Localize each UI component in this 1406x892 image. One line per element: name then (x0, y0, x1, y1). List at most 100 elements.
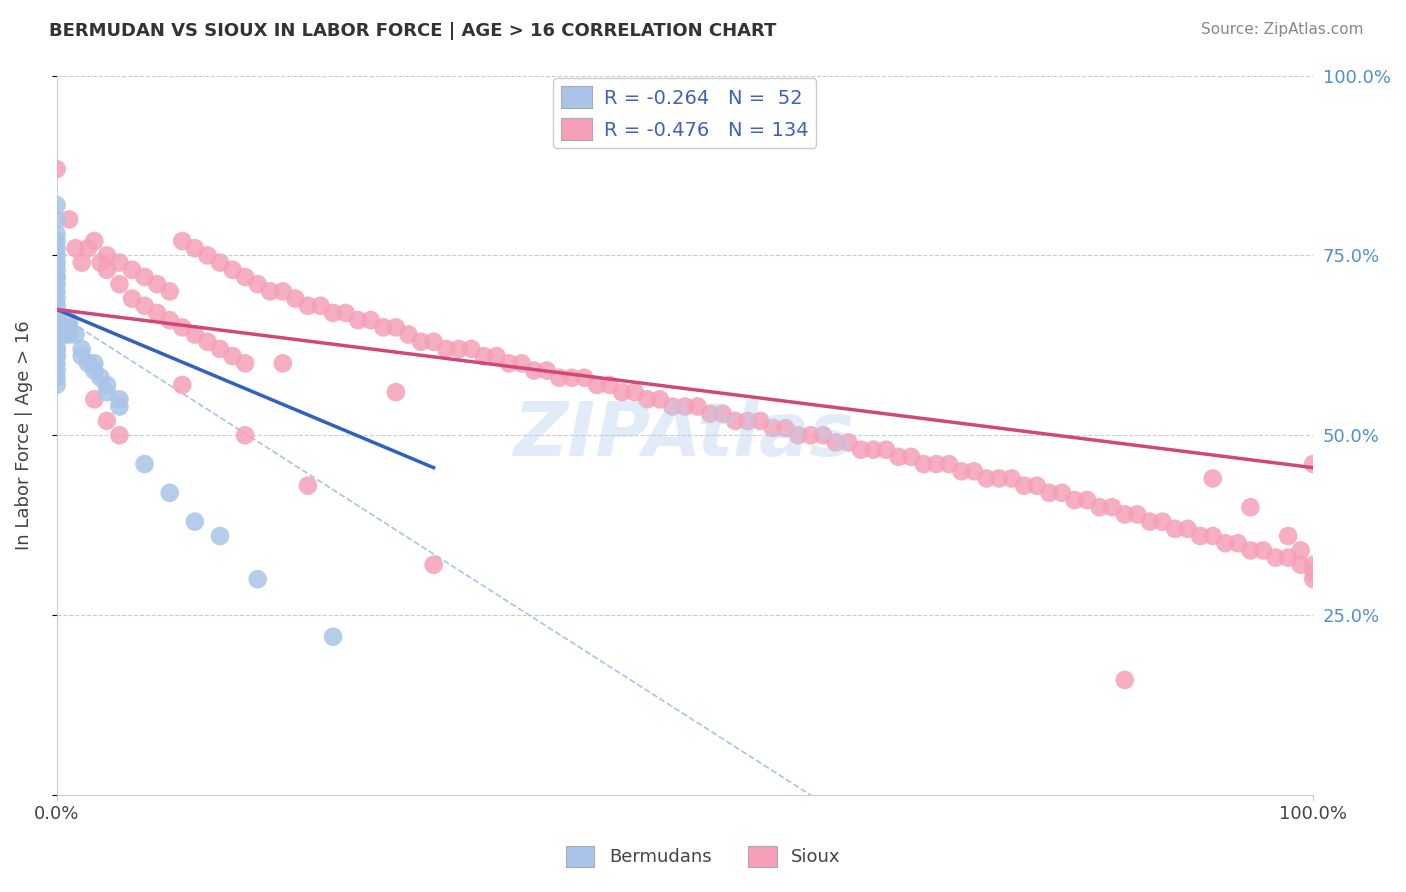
Point (45, 334, 67, 349)
Point (447, 342, 470, 356)
Point (96, 378, 118, 392)
Point (70, 255, 93, 269)
Point (108, 255, 131, 269)
Point (548, 370, 571, 384)
Point (90, 255, 112, 269)
Point (1202, 471, 1225, 485)
Point (108, 400, 131, 414)
Point (45, 162, 67, 177)
Text: BERMUDAN VS SIOUX IN LABOR FORCE | AGE > 16 CORRELATION CHART: BERMUDAN VS SIOUX IN LABOR FORCE | AGE >… (49, 22, 776, 40)
Point (1226, 536, 1249, 550)
Point (90, 370, 112, 384)
Point (536, 363, 558, 377)
Point (787, 428, 810, 442)
Point (45, 363, 67, 377)
Point (561, 370, 583, 384)
Point (347, 313, 370, 327)
Point (523, 363, 546, 377)
Point (1114, 508, 1136, 522)
Point (233, 428, 256, 442)
Point (824, 435, 846, 450)
Point (58, 313, 80, 327)
Point (409, 334, 432, 349)
Point (673, 400, 696, 414)
Point (1264, 550, 1286, 565)
Point (172, 378, 194, 392)
Point (184, 241, 207, 255)
Point (221, 262, 243, 277)
Point (246, 277, 269, 292)
Point (422, 334, 444, 349)
Point (699, 407, 721, 421)
Point (65, 327, 87, 342)
Point (45, 356, 67, 370)
Point (1025, 478, 1047, 492)
Point (837, 435, 859, 450)
Point (623, 385, 645, 400)
Point (811, 428, 834, 442)
Point (45, 198, 67, 212)
Point (422, 558, 444, 572)
Point (1076, 493, 1098, 508)
Point (45, 262, 67, 277)
Point (1277, 529, 1299, 543)
Point (184, 327, 207, 342)
Point (45, 320, 67, 334)
Point (134, 270, 156, 285)
Point (1289, 558, 1312, 572)
Point (297, 299, 319, 313)
Point (58, 320, 80, 334)
Point (385, 385, 408, 400)
Point (83, 356, 105, 370)
Point (1001, 471, 1024, 485)
Point (1114, 673, 1136, 687)
Point (146, 277, 169, 292)
Point (45, 248, 67, 262)
Point (45, 342, 67, 356)
Point (45, 327, 67, 342)
Point (96, 414, 118, 428)
Point (1088, 500, 1111, 515)
Point (45, 255, 67, 269)
Point (197, 248, 219, 262)
Point (45, 277, 67, 292)
Point (45, 212, 67, 227)
Point (134, 457, 156, 471)
Point (208, 529, 231, 543)
Point (1302, 457, 1324, 471)
Point (45, 342, 67, 356)
Point (1251, 543, 1274, 558)
Point (58, 327, 80, 342)
Point (1063, 493, 1085, 508)
Point (45, 292, 67, 306)
Point (83, 234, 105, 248)
Point (197, 334, 219, 349)
Point (862, 442, 884, 457)
Point (45, 306, 67, 320)
Point (1012, 478, 1035, 492)
Point (1139, 515, 1161, 529)
Point (83, 392, 105, 407)
Point (108, 428, 131, 442)
Point (121, 262, 143, 277)
Point (800, 428, 823, 442)
Point (1189, 529, 1212, 543)
Point (309, 299, 332, 313)
Point (45, 349, 67, 363)
Point (1302, 572, 1324, 586)
Point (45, 234, 67, 248)
Point (498, 356, 520, 370)
Point (875, 442, 897, 457)
Text: ZIPAtlas: ZIPAtlas (515, 399, 855, 472)
Point (510, 356, 533, 370)
Point (1101, 500, 1123, 515)
Point (233, 270, 256, 285)
Point (172, 234, 194, 248)
Point (849, 442, 872, 457)
Text: Source: ZipAtlas.com: Source: ZipAtlas.com (1201, 22, 1364, 37)
Point (762, 421, 785, 435)
Point (45, 313, 67, 327)
Point (134, 299, 156, 313)
Point (360, 313, 382, 327)
Point (52, 320, 75, 334)
